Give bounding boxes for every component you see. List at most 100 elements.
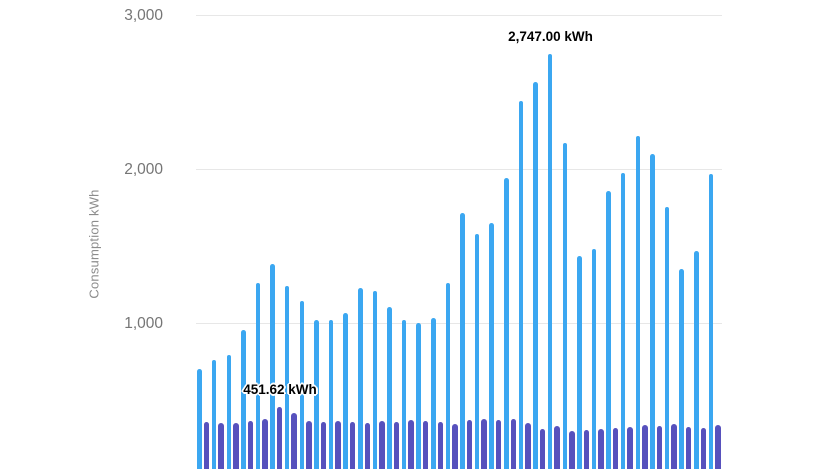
consumption-bar-11[interactable] — [343, 313, 348, 469]
bar-pair-2 — [211, 359, 224, 469]
comparison-bar-30[interactable] — [627, 426, 633, 469]
comparison-bar-18[interactable] — [452, 424, 458, 469]
bar-pair-30 — [620, 172, 633, 469]
consumption-bar-5[interactable] — [255, 282, 261, 469]
consumption-bar-32[interactable] — [650, 153, 655, 469]
comparison-bar-2[interactable] — [218, 423, 224, 469]
bar-pair-10 — [328, 319, 341, 469]
bar-pair-21 — [489, 222, 502, 469]
gridline-1000 — [196, 323, 722, 324]
comparison-bar-5[interactable] — [262, 419, 268, 469]
gridline-3000 — [196, 15, 722, 16]
bar-pair-14 — [387, 306, 400, 469]
comparison-bar-22[interactable] — [510, 419, 517, 469]
comparison-bar-17[interactable] — [437, 421, 444, 469]
consumption-bar-6[interactable] — [270, 263, 275, 469]
consumption-bar-25[interactable] — [547, 53, 553, 469]
bar-pair-33 — [664, 206, 677, 469]
comparison-bar-25[interactable] — [554, 425, 560, 469]
consumption-bar-9[interactable] — [314, 319, 319, 469]
comparison-bar-27[interactable] — [583, 430, 590, 469]
comparison-bar-12[interactable] — [364, 422, 370, 469]
consumption-bar-3[interactable] — [226, 354, 232, 469]
comparison-bar-15[interactable] — [408, 420, 414, 469]
comparison-bar-23[interactable] — [525, 422, 531, 469]
comparison-bar-24[interactable] — [539, 428, 546, 469]
comparison-bar-4[interactable] — [247, 420, 254, 469]
consumption-bar-2[interactable] — [211, 359, 217, 469]
consumption-bar-20[interactable] — [474, 233, 480, 469]
comparison-bar-21[interactable] — [495, 420, 502, 469]
comparison-bar-35[interactable] — [700, 427, 707, 469]
comparison-bar-9[interactable] — [320, 421, 327, 469]
comparison-bar-19[interactable] — [466, 420, 473, 469]
comparison-bar-8[interactable] — [306, 420, 312, 469]
consumption-bar-18[interactable] — [445, 282, 451, 469]
y-tick-label-1000: 1,000 — [124, 314, 163, 332]
bar-pair-13 — [372, 290, 385, 469]
bar-pair-9 — [314, 319, 327, 469]
comparison-bar-16[interactable] — [422, 420, 429, 469]
plot-area: 2,747.00 kWh 451.62 kWh — [196, 0, 722, 469]
bar-pair-7 — [284, 286, 297, 469]
comparison-bar-33[interactable] — [671, 424, 677, 469]
bar-pair-36 — [708, 174, 721, 469]
bar-pair-12 — [358, 288, 370, 469]
comparison-bar-11[interactable] — [349, 421, 356, 469]
consumption-bar-12[interactable] — [358, 288, 363, 469]
consumption-bar-17[interactable] — [431, 318, 436, 469]
comparison-bar-34[interactable] — [685, 426, 692, 469]
consumption-bar-24[interactable] — [533, 82, 538, 469]
comparison-bar-36[interactable] — [715, 424, 721, 469]
consumption-bar-27[interactable] — [577, 256, 582, 469]
comparison-bar-7[interactable] — [291, 413, 297, 469]
consumption-bar-33[interactable] — [664, 206, 670, 469]
consumption-bar-4[interactable] — [241, 329, 246, 469]
consumption-bar-14[interactable] — [387, 306, 392, 469]
consumption-bar-35[interactable] — [694, 250, 699, 469]
comparison-bar-29[interactable] — [612, 427, 619, 469]
max-value-label-comparison: 451.62 kWh — [243, 382, 317, 398]
bar-pair-19 — [460, 212, 473, 469]
comparison-bar-20[interactable] — [481, 419, 487, 469]
consumption-bar-26[interactable] — [562, 142, 568, 469]
consumption-bar-8[interactable] — [299, 300, 305, 469]
comparison-bar-31[interactable] — [642, 424, 648, 469]
bar-pair-28 — [591, 249, 604, 469]
comparison-bar-10[interactable] — [335, 420, 341, 469]
bar-pair-25 — [547, 53, 560, 469]
max-value-label-consumption: 2,747.00 kWh — [508, 28, 593, 44]
consumption-bar-28[interactable] — [591, 249, 597, 469]
comparison-bar-28[interactable] — [598, 428, 604, 469]
consumption-bar-36[interactable] — [708, 174, 714, 469]
comparison-bar-13[interactable] — [379, 420, 385, 469]
consumption-bar-23[interactable] — [518, 101, 524, 469]
consumption-bar-21[interactable] — [489, 222, 494, 469]
comparison-bar-6[interactable] — [276, 407, 283, 469]
bar-pair-27 — [577, 256, 590, 469]
consumption-bar-16[interactable] — [416, 323, 421, 469]
consumption-bar-22[interactable] — [504, 178, 509, 469]
bar-pair-29 — [606, 191, 619, 469]
consumption-bar-30[interactable] — [620, 172, 626, 469]
consumption-bar-34[interactable] — [679, 269, 684, 469]
consumption-bar-19[interactable] — [460, 212, 465, 469]
consumption-bar-10[interactable] — [328, 319, 334, 469]
consumption-bar-31[interactable] — [635, 135, 641, 469]
bars-container: 2,747.00 kWh 451.62 kWh — [196, 0, 722, 469]
gridline-2000 — [196, 169, 722, 170]
consumption-bar-29[interactable] — [606, 191, 611, 469]
bar-pair-26 — [562, 142, 575, 469]
bar-pair-20 — [474, 233, 487, 469]
consumption-bar-1[interactable] — [197, 369, 202, 469]
comparison-bar-32[interactable] — [656, 425, 663, 469]
comparison-bar-14[interactable] — [393, 421, 400, 469]
consumption-bar-7[interactable] — [284, 286, 290, 469]
bar-pair-1 — [197, 369, 210, 469]
comparison-bar-1[interactable] — [203, 422, 210, 469]
consumption-bar-13[interactable] — [372, 290, 378, 469]
consumption-bar-15[interactable] — [401, 319, 407, 469]
bar-pair-32 — [650, 153, 663, 469]
comparison-bar-26[interactable] — [569, 430, 575, 469]
comparison-bar-3[interactable] — [233, 422, 239, 469]
